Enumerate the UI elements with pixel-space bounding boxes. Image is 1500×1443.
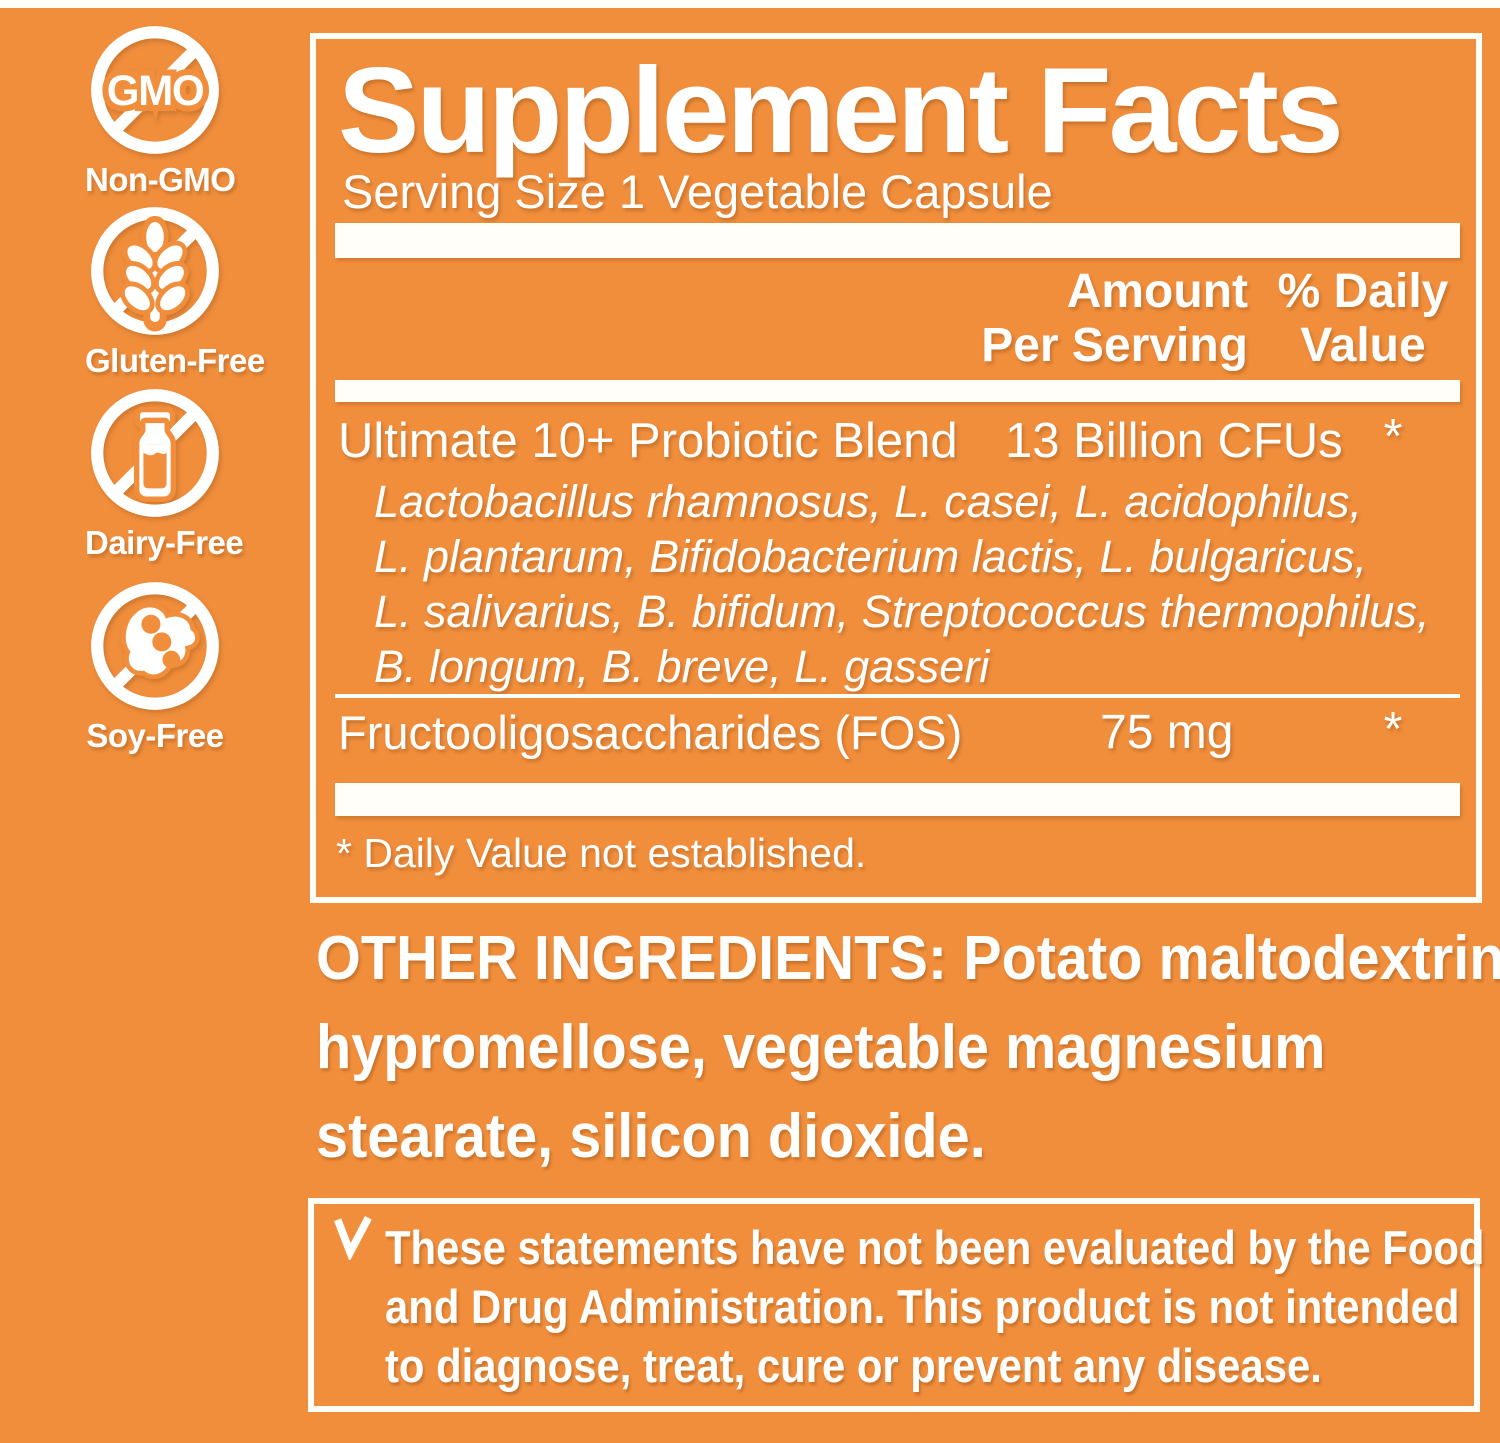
dv-line1: % Daily (1277, 265, 1449, 318)
strain-line: Lactobacillus rhamnosus, L. casei, L. ac… (374, 476, 1363, 527)
amount-line1: Amount (1066, 265, 1248, 318)
other-ingredients-line: OTHER INGREDIENTS: Potato maltodextrin, (316, 914, 1500, 1003)
other-ingredients-line: stearate, silicon dioxide. (316, 1102, 986, 1171)
badge-soy-free: Soy-Free (85, 578, 225, 755)
no-soy-icon (91, 582, 219, 710)
panel-title: Supplement Facts (338, 42, 1344, 178)
probiotic-strain-list: Lactobacillus rhamnosus, L. casei, L. ac… (374, 474, 1429, 694)
badge-dairy-free: Dairy-Free (85, 385, 244, 562)
row-probiotic-blend-name: Ultimate 10+ Probiotic Blend (338, 414, 958, 468)
gmo-icon-text: GMO (107, 67, 204, 114)
separator-hairline (335, 694, 1460, 698)
supplement-facts-panel: Supplement Facts Serving Size 1 Vegetabl… (310, 33, 1482, 903)
badge-label-dairy-free: Dairy-Free (85, 524, 244, 561)
row-probiotic-blend-amount: 13 Billion CFUs (1005, 414, 1343, 468)
separator-bar-thick (335, 380, 1460, 402)
separator-bar-thick (335, 223, 1460, 258)
no-gmo-icon: GMO (91, 26, 219, 154)
badge-non-gmo: GMO Non-GMO (85, 22, 236, 199)
disclaimer-line: to diagnose, treat, cure or prevent any … (385, 1339, 1322, 1392)
row-probiotic-blend-dv: * (1383, 410, 1403, 464)
row-fos-amount: 75 mg (1100, 706, 1234, 759)
strain-line: L. plantarum, Bifidobacterium lactis, L.… (374, 531, 1367, 582)
strain-line: L. salivarius, B. bifidum, Streptococcus… (374, 586, 1430, 637)
amount-line2: Per Serving (981, 319, 1248, 372)
fda-disclaimer-box: These statements have not been evaluated… (308, 1198, 1484, 1412)
daily-value-footnote: * Daily Value not established. (336, 830, 867, 876)
column-header-daily-value: % Daily Value (1263, 265, 1463, 373)
other-ingredients: OTHER INGREDIENTS: Potato maltodextrin, … (316, 914, 1500, 1181)
column-header-amount: Amount Per Serving (898, 265, 1248, 373)
other-ingredients-line: hypromellose, vegetable magnesium (316, 1013, 1326, 1082)
disclaimer-line: and Drug Administration. This product is… (385, 1280, 1460, 1333)
fda-disclaimer-text: These statements have not been evaluated… (385, 1218, 1500, 1395)
other-ingredients-text: Potato maltodextrin, (947, 924, 1500, 993)
row-fos-name: Fructooligosaccharides (FOS) (338, 706, 963, 759)
badge-label-gluten-free: Gluten-Free (85, 342, 265, 379)
badge-gluten-free: Gluten-Free (85, 203, 265, 380)
badge-label-non-gmo: Non-GMO (85, 161, 236, 198)
disclaimer-line: These statements have not been evaluated… (385, 1221, 1485, 1274)
separator-bar-thick (335, 783, 1460, 816)
top-edge-strip (0, 0, 1500, 8)
serving-size: Serving Size 1 Vegetable Capsule (342, 165, 1053, 218)
no-wheat-icon (91, 207, 219, 335)
other-ingredients-label: OTHER INGREDIENTS: (316, 924, 948, 993)
check-icon (334, 1216, 372, 1260)
dv-line2: Value (1300, 319, 1426, 372)
row-fos-dv: * (1383, 703, 1403, 756)
badge-label-soy-free: Soy-Free (86, 717, 224, 754)
no-dairy-icon (91, 389, 219, 517)
strain-line: B. longum, B. breve, L. gasseri (374, 641, 990, 692)
